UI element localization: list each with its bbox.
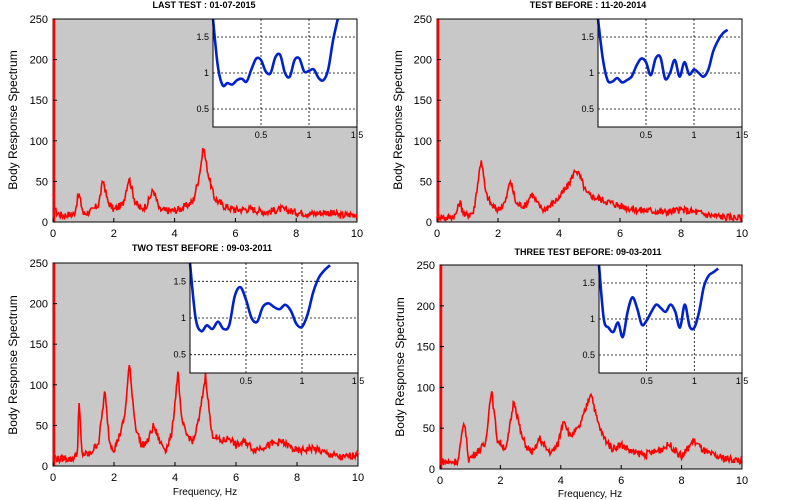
chart-1-inset-curve (211, 18, 340, 88)
chart-2-spectrum-line (436, 160, 743, 223)
chart-3-x-axis-title: Frequency, Hz (173, 487, 237, 498)
chart-3-x-tick-label: 0 (50, 472, 56, 484)
chart-2-inset-frame (597, 18, 743, 128)
chart-2-x-tick-label: 4 (556, 228, 562, 240)
chart-1-y-axis-title: Body Response Spectrum (6, 50, 20, 189)
chart-1-inset-x-tick-label: 0.5 (255, 130, 268, 140)
chart-1-inset-y-tick-label: 0.5 (196, 104, 209, 114)
chart-4-y-tick-label: 100 (417, 382, 435, 394)
chart-3-inset-x-tick-label: 1.5 (352, 376, 365, 386)
chart-1-y-tick-label: 50 (36, 176, 48, 188)
chart-1-y-tick-label: 200 (30, 55, 48, 67)
chart-4-inset-x-tick-label: 0.5 (640, 376, 653, 386)
chart-2-inset-x-tick-label: 1 (691, 130, 696, 140)
chart-3-y-axis-title: Body Response Spectrum (6, 295, 20, 434)
chart-1-inset-y-tick-label: 1 (204, 68, 209, 78)
chart-4-x-axis-title: Frequency, Hz (558, 489, 622, 500)
chart-2-x-tick-label: 8 (678, 228, 684, 240)
chart-2-inset-y-tick-label: 1 (589, 68, 594, 78)
chart-3-x-tick-label: 2 (111, 472, 117, 484)
chart-1-x-tick-label: 8 (293, 228, 299, 240)
chart-1-y-tick-label: 150 (30, 95, 48, 107)
chart-4-inset-y-tick-label: 0.5 (582, 350, 595, 360)
chart-1-x-tick-label: 6 (232, 228, 238, 240)
chart-4-x-tick-label: 4 (558, 475, 564, 487)
chart-3-y-tick-label: 250 (30, 258, 48, 270)
chart-3-y-tick-label: 150 (30, 339, 48, 351)
chart-1-spectrum-line (52, 147, 358, 221)
chart-4-inset-frame (598, 264, 743, 374)
chart-4-inset-y-tick-label: 1.5 (582, 278, 595, 288)
chart-3-x-tick-label: 10 (352, 472, 364, 484)
chart-2-x-tick-label: 0 (434, 228, 440, 240)
chart-2-x-tick-label: 6 (617, 228, 623, 240)
chart-3-inset-y-tick-label: 1 (181, 313, 186, 323)
chart-2-inset-x-tick-label: 1.5 (736, 130, 749, 140)
chart-3-x-tick-label: 4 (172, 472, 178, 484)
chart-2-inset-curve (596, 18, 729, 84)
chart-3-y-tick-label: 0 (42, 461, 48, 473)
chart-3-x-tick-label: 6 (233, 472, 239, 484)
chart-3-inset-curve (188, 262, 331, 333)
chart-4-y-axis-title: Body Response Spectrum (393, 297, 407, 436)
chart-4-inset-x-tick-label: 1.5 (736, 376, 749, 386)
chart-3-inset-y-tick-label: 1.5 (173, 276, 186, 286)
chart-1-x-tick-label: 2 (111, 228, 117, 240)
chart-3-x-tick-label: 8 (294, 472, 300, 484)
chart-2-y-tick-label: 50 (420, 176, 432, 188)
chart-4-x-tick-label: 0 (437, 475, 443, 487)
chart-1-inset-y-tick-label: 1.5 (196, 32, 209, 42)
chart-2-x-tick-label: 10 (736, 228, 748, 240)
chart-4-y-tick-label: 200 (417, 301, 435, 313)
chart-2-inset-y-tick-label: 0.5 (581, 104, 594, 114)
chart-1-x-tick-label: 10 (351, 228, 363, 240)
chart-4-title: THREE TEST BEFORE: 09-03-2011 (514, 247, 661, 257)
chart-1-inset-frame (212, 18, 358, 128)
chart-2-title: TEST BEFORE : 11-20-2014 (530, 0, 647, 10)
chart-4-y-tick-label: 250 (417, 260, 435, 272)
chart-1-y-tick-label: 100 (30, 136, 48, 148)
chart-2-y-tick-label: 200 (414, 55, 432, 67)
chart-4-inset-y-tick-label: 1 (590, 314, 595, 324)
chart-4-y-tick-label: 150 (417, 342, 435, 354)
chart-2-inset-y-tick-label: 1.5 (581, 32, 594, 42)
chart-4-x-tick-label: 8 (679, 475, 685, 487)
chart-1-title: LAST TEST : 01-07-2015 (152, 0, 255, 10)
chart-1-x-tick-label: 0 (50, 228, 56, 240)
chart-2-y-tick-label: 150 (414, 95, 432, 107)
chart-2-inset-x-tick-label: 0.5 (640, 130, 653, 140)
chart-4-x-tick-label: 10 (736, 475, 748, 487)
chart-4-y-tick-label: 50 (423, 423, 435, 435)
chart-4-inset-curve (597, 264, 719, 339)
chart-3-inset-frame (189, 262, 359, 374)
chart-1-inset-x-tick-label: 1 (306, 130, 311, 140)
chart-1-inset-x-tick-label: 1.5 (351, 130, 364, 140)
chart-3-y-tick-label: 50 (36, 420, 48, 432)
chart-3-y-tick-label: 200 (30, 299, 48, 311)
chart-2-y-tick-label: 250 (414, 14, 432, 26)
chart-1-y-tick-label: 250 (30, 14, 48, 26)
chart-1-x-tick-label: 4 (172, 228, 178, 240)
chart-3-inset-x-tick-label: 0.5 (240, 376, 253, 386)
chart-3-inset-y-tick-label: 0.5 (173, 350, 186, 360)
chart-1-y-tick-label: 0 (42, 217, 48, 229)
chart-4-y-tick-label: 0 (429, 464, 435, 476)
chart-4-x-tick-label: 2 (497, 475, 503, 487)
chart-2-y-axis-title: Body Response Spectrum (391, 50, 405, 189)
chart-2-y-tick-label: 100 (414, 136, 432, 148)
chart-3-inset-x-tick-label: 1 (299, 376, 304, 386)
chart-4-spectrum-line (439, 391, 743, 467)
chart-4-x-tick-label: 6 (618, 475, 624, 487)
chart-2-x-tick-label: 2 (495, 228, 501, 240)
chart-2-y-tick-label: 0 (426, 217, 432, 229)
chart-3-y-tick-label: 100 (30, 380, 48, 392)
chart-3-title: TWO TEST BEFORE : 09-03-2011 (132, 243, 272, 253)
chart-4-inset-x-tick-label: 1 (692, 376, 697, 386)
